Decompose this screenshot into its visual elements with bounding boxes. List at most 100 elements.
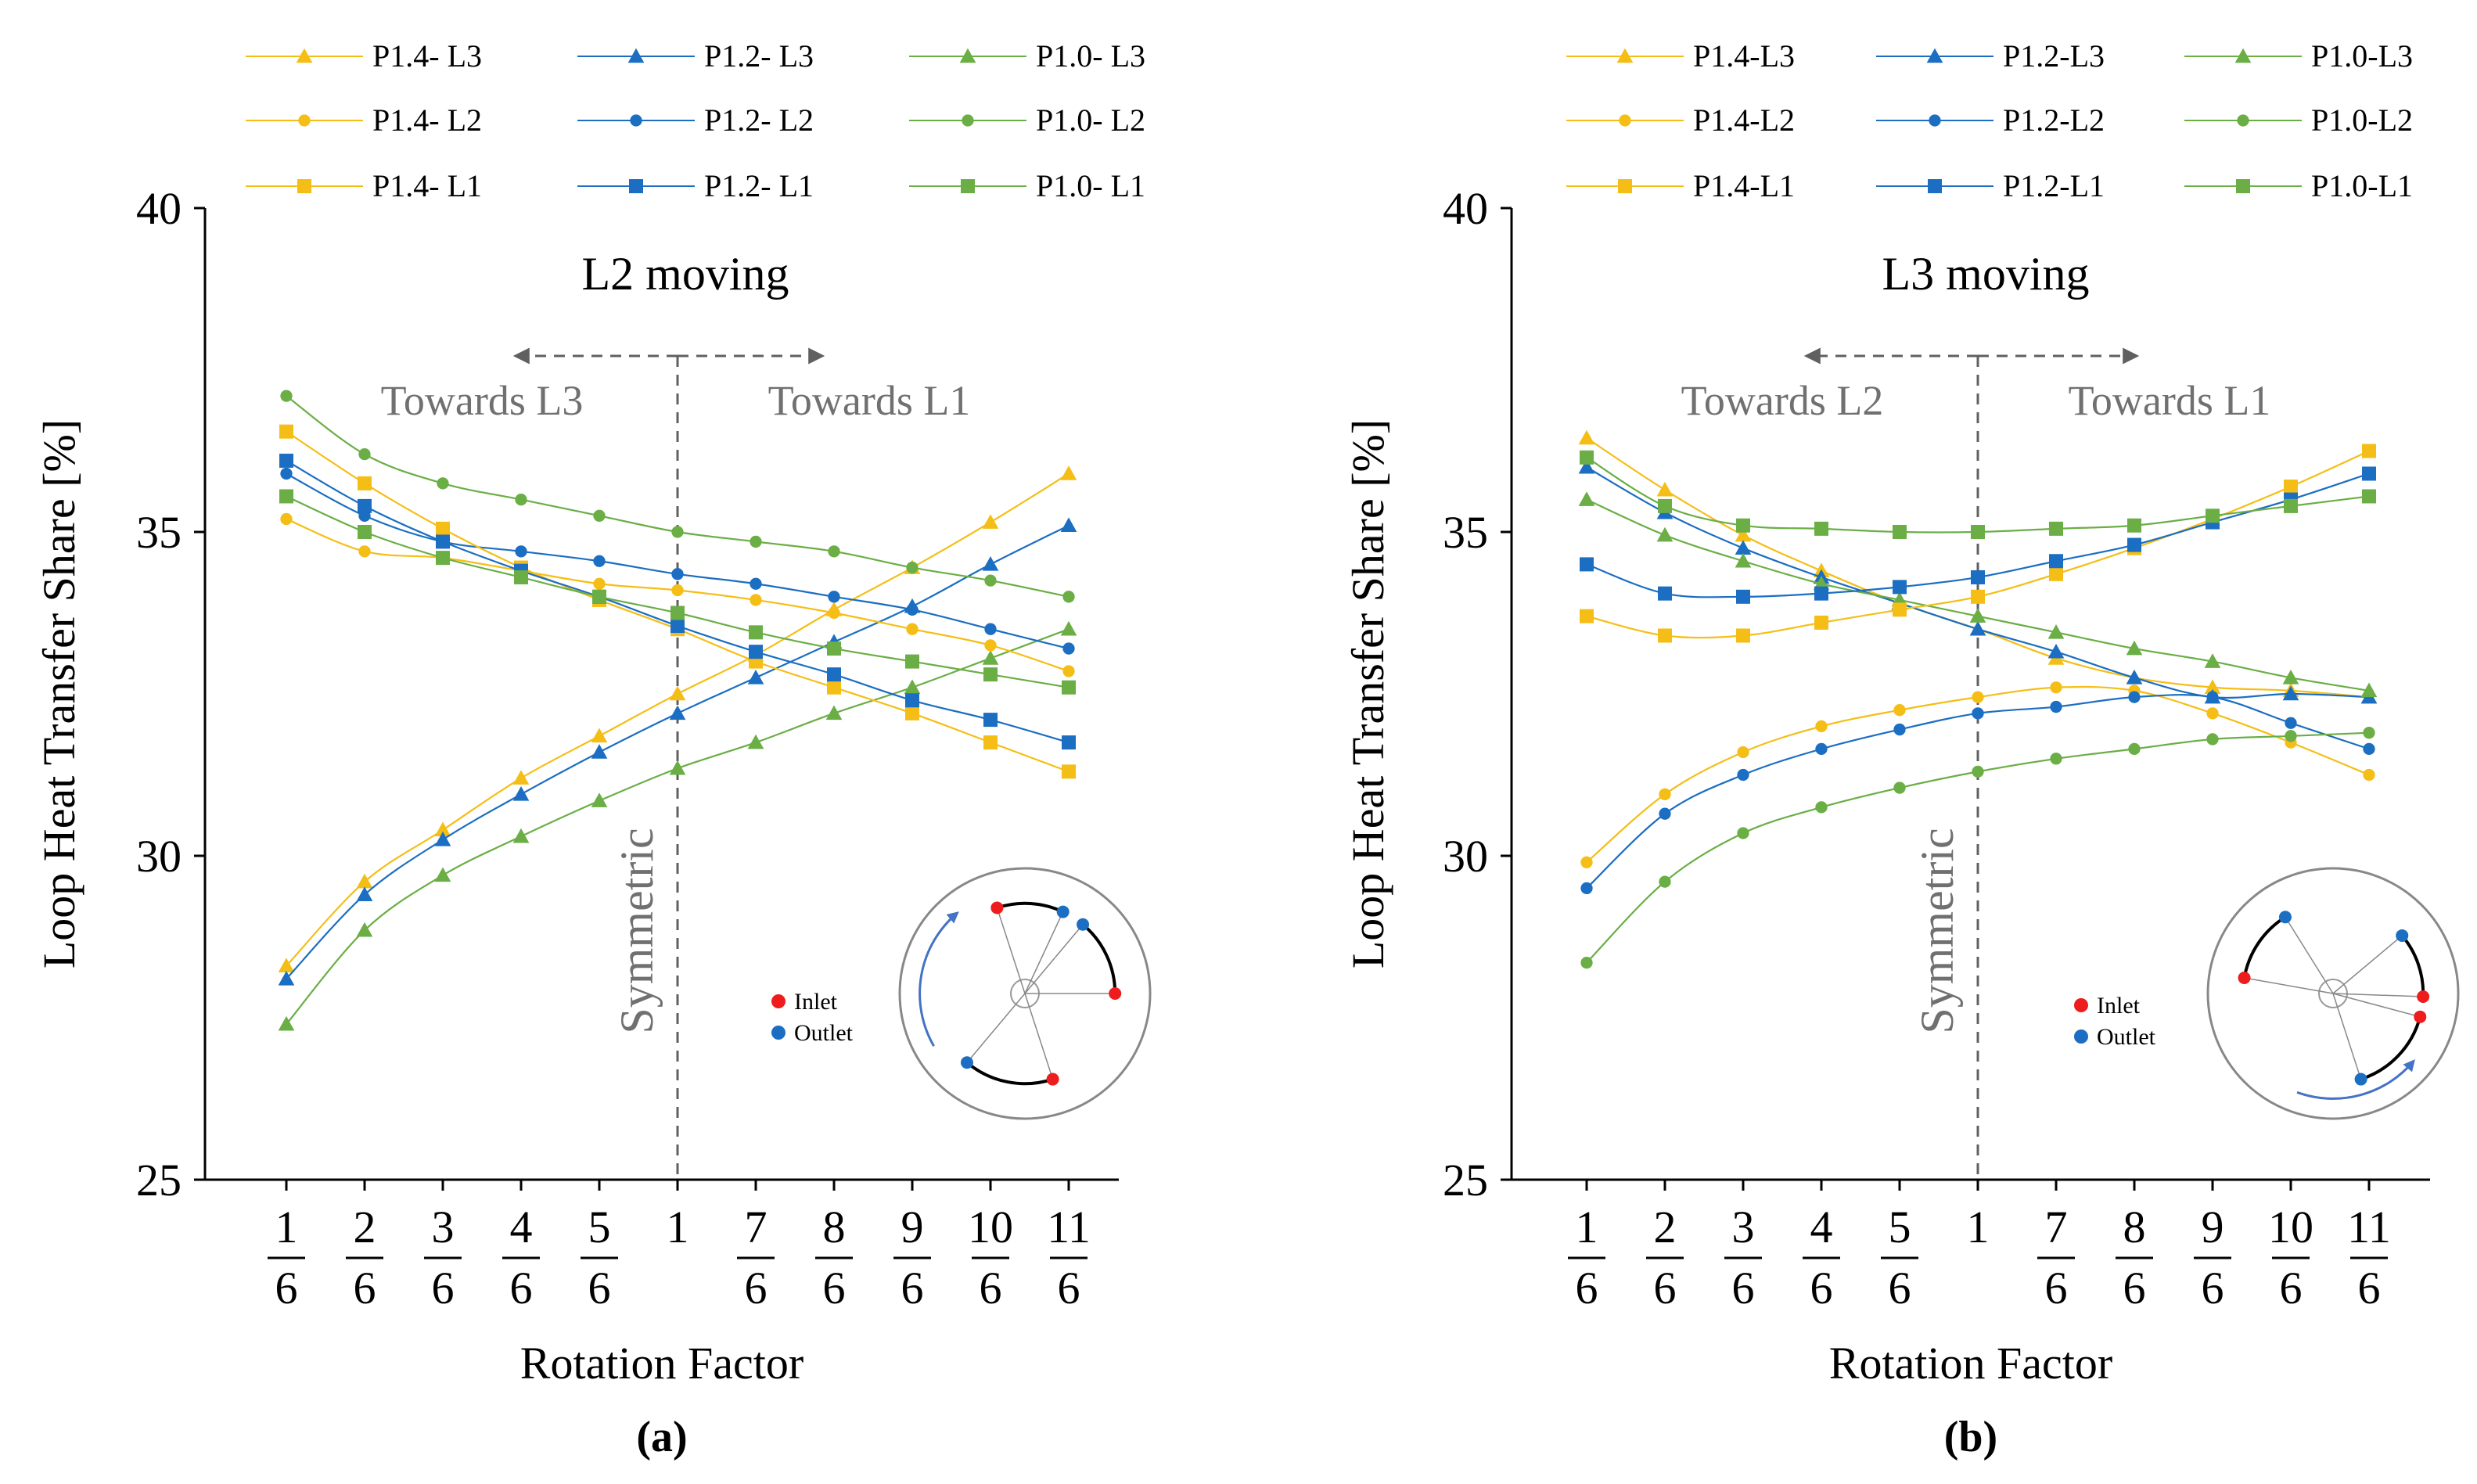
outlet-dot	[2396, 929, 2409, 942]
data-point	[2049, 566, 2063, 581]
x-tick-denominator: 6	[1058, 1263, 1080, 1313]
x-tick-numerator: 9	[2202, 1202, 2224, 1252]
data-point	[827, 680, 841, 695]
data-point	[2362, 444, 2376, 458]
panel-label: (a)	[636, 1413, 687, 1461]
legend: P1.4- L3 P1.2- L3 P1.0- L3 P1.4- L2 P1.2- L2…	[246, 38, 1145, 203]
x-tick-label: 106	[2268, 1202, 2313, 1313]
data-point	[1060, 620, 1077, 636]
data-point	[1971, 525, 1985, 539]
x-tick-denominator: 6	[432, 1263, 455, 1313]
data-point	[1062, 764, 1076, 779]
data-point	[983, 667, 998, 682]
legend-label: P1.0- L3	[1036, 38, 1145, 74]
series-P10-L3	[278, 620, 1077, 1031]
x-tick-numerator: 8	[2123, 1202, 2146, 1252]
legend-item: P1.2- L2	[577, 102, 814, 138]
data-point	[671, 526, 684, 538]
legend-label: P1.2-L2	[2003, 102, 2105, 138]
legend-label: P1.2- L1	[704, 168, 814, 203]
data-point	[278, 958, 295, 973]
outlet-legend-label: Outlet	[2097, 1024, 2156, 1050]
legend-label: P1.4- L1	[372, 168, 482, 203]
data-point	[512, 828, 530, 843]
x-tick-numerator: 2	[1654, 1202, 1677, 1252]
inset-spoke	[2332, 935, 2403, 994]
x-tick-denominator: 6	[510, 1263, 533, 1313]
legend-item: P1.4- L3	[246, 38, 482, 74]
data-point	[2363, 742, 2375, 756]
data-point	[1658, 498, 1672, 513]
y-tick-label: 25	[136, 1155, 182, 1206]
data-point	[749, 625, 763, 640]
legend-item: P1.2-L2	[1876, 102, 2105, 138]
outlet-dot	[1077, 918, 1090, 931]
data-point	[591, 728, 608, 743]
chart-title: L3 moving	[1882, 248, 2090, 300]
legend-marker	[1618, 179, 1632, 193]
y-axis-label: Loop Heat Transfer Share [%]	[1343, 419, 1393, 968]
legend-item: P1.2- L1	[577, 168, 814, 203]
data-point	[2049, 521, 2063, 536]
data-point	[356, 873, 373, 889]
x-tick-denominator: 6	[823, 1263, 846, 1313]
series-P10-L3	[1578, 491, 2378, 698]
legend-marker	[961, 179, 975, 193]
data-point	[2127, 518, 2141, 533]
data-point	[1656, 526, 1674, 542]
data-point	[1580, 557, 1594, 572]
x-tick-numerator: 3	[432, 1202, 455, 1252]
legend-marker	[2236, 179, 2250, 193]
data-point	[1062, 680, 1076, 695]
data-point	[2050, 753, 2062, 765]
x-tick-label: 86	[2116, 1202, 2153, 1313]
outlet-dot	[2278, 911, 2292, 924]
data-point	[669, 685, 686, 701]
x-tick-numerator: 3	[1732, 1202, 1755, 1252]
data-point	[356, 922, 373, 937]
inlet-legend-label: Inlet	[2097, 993, 2141, 1019]
legend-label: P1.2-L1	[2003, 168, 2105, 203]
data-point	[279, 424, 293, 439]
x-tick-denominator: 6	[1576, 1263, 1598, 1313]
data-point	[1972, 691, 1984, 703]
y-tick-label: 40	[136, 183, 182, 234]
x-tick-label: 86	[815, 1202, 853, 1313]
series-P12-L2	[1580, 691, 2375, 895]
legend-marker	[298, 114, 311, 127]
data-point	[1578, 491, 1595, 506]
data-point	[749, 645, 763, 659]
data-point	[1062, 591, 1075, 603]
inset-spoke	[2332, 993, 2424, 997]
series-P12-L1	[279, 453, 1076, 750]
x-tick-denominator: 6	[1889, 1263, 1911, 1313]
data-point	[906, 603, 919, 616]
data-point	[436, 521, 450, 536]
data-point	[279, 453, 293, 468]
x-tick-label: 106	[968, 1202, 1013, 1313]
data-point	[1062, 735, 1076, 750]
x-tick-denominator: 6	[354, 1263, 376, 1313]
legend-item: P1.4-L1	[1566, 168, 1795, 203]
legend-item: P1.4-L3	[1566, 38, 1795, 74]
x-tick-numerator: 11	[2347, 1202, 2391, 1252]
x-tick-label: 46	[502, 1202, 540, 1313]
data-point	[1656, 481, 1674, 497]
data-point	[1060, 465, 1077, 480]
series-P10-L1	[279, 489, 1076, 695]
data-point	[1736, 628, 1750, 643]
data-point	[436, 551, 450, 566]
data-point	[906, 561, 919, 574]
data-point	[1893, 602, 1907, 617]
outlet-legend-dot	[771, 1026, 786, 1040]
x-tick-label: 26	[346, 1202, 383, 1313]
data-point	[1658, 586, 1672, 601]
y-tick-label: 40	[1443, 183, 1488, 234]
data-point	[280, 390, 293, 402]
inset-loop-arc	[2400, 934, 2425, 997]
legend-label: P1.0- L1	[1036, 168, 1145, 203]
data-point	[280, 512, 293, 526]
legend-label: P1.0-L1	[2311, 168, 2413, 203]
annotation-symmetric: Symmetric	[1911, 828, 1963, 1033]
